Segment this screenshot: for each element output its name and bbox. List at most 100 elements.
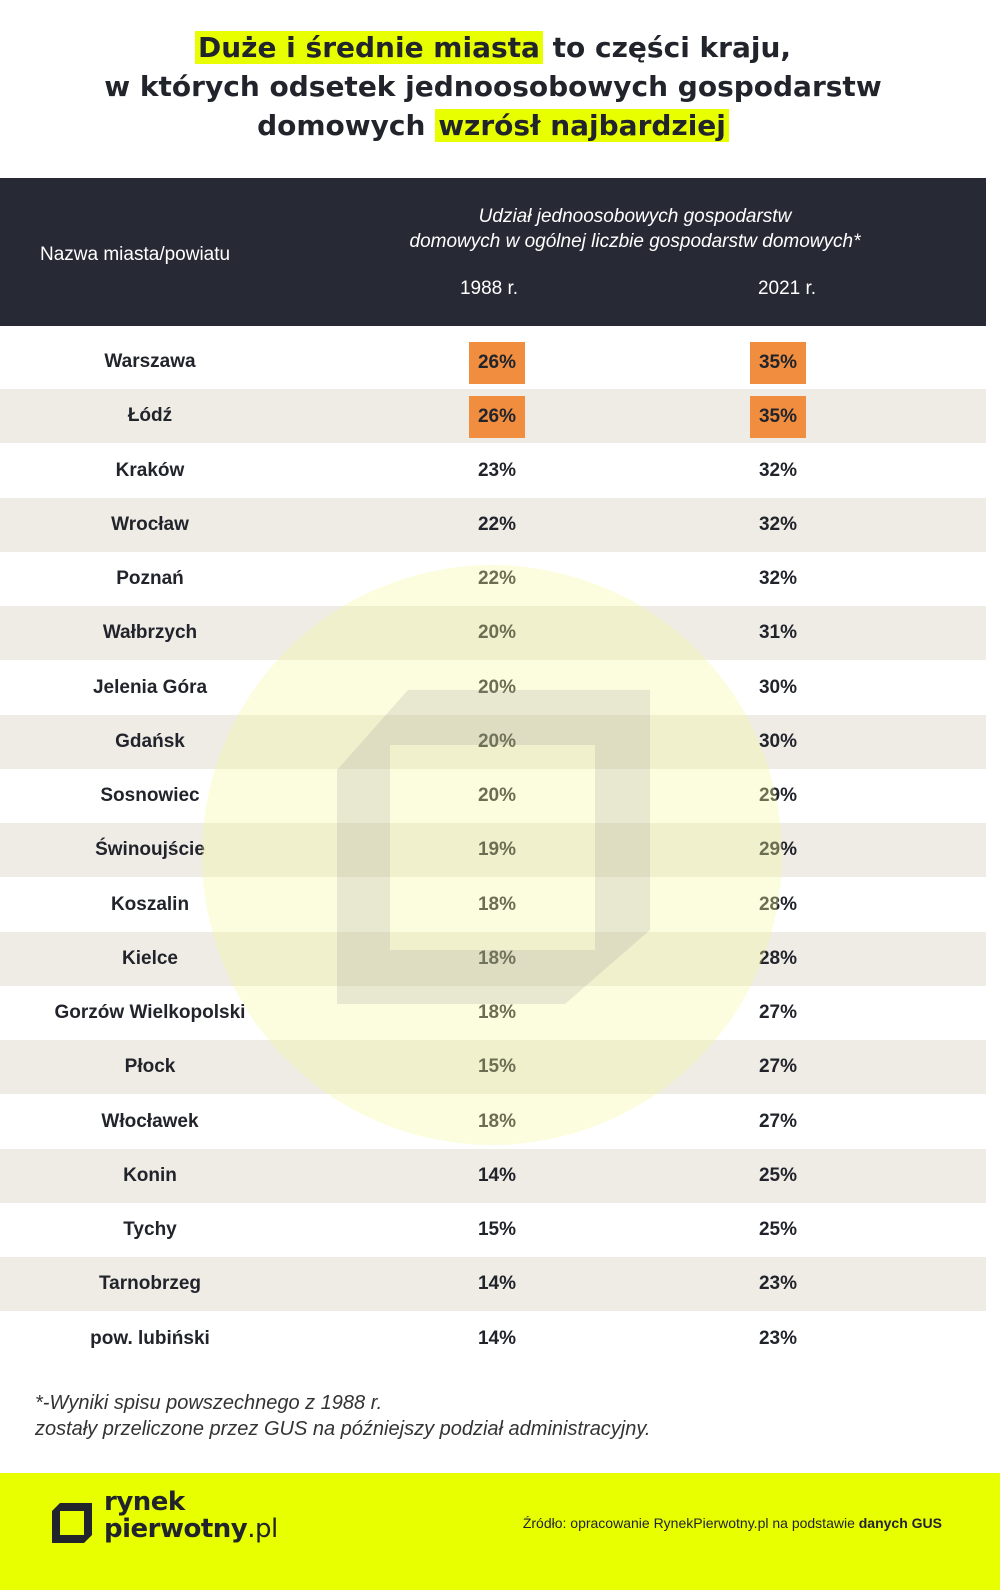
value-cell: 19% [477,839,517,861]
value-cell: 29% [758,839,798,861]
city-cell: Jelenia Góra [92,676,208,698]
title: Duże i średnie miasta to części kraju, w … [0,28,986,145]
city-cell: Tychy [123,1219,177,1240]
table-row: Świnoujście 19% 29% [0,823,986,878]
source-text: Źródło: opracowanie RynekPierwotny.pl na… [522,1515,859,1531]
table-row: Konin 14% 25% [0,1148,986,1203]
table-row: Włocławek 18% 27% [0,1095,986,1149]
table-row: Kielce 18% 28% [0,931,986,986]
footer: rynek pierwotny.pl Źródło: opracowanie R… [0,1473,1000,1590]
value-cell: 30% [758,676,798,698]
city-cell: Wrocław [111,513,189,535]
value-cell: 32% [758,513,798,535]
value-cell: 20% [477,622,517,644]
value-cell: 23% [758,1273,798,1295]
table-row: Wałbrzych 20% 31% [0,606,986,661]
city-cell: Łódź [127,405,173,427]
title-text: to części kraju, [542,31,792,64]
highlighted-cell: 35% [750,342,806,384]
column-share-line: domowych w ogólnej liczbie gospodarstw d… [409,231,861,252]
value-cell: 27% [758,1056,798,1078]
column-share-line: Udział jednoosobowych gospodarstw [478,206,792,227]
year-label: 1988 r. [459,278,519,299]
value-cell: 30% [758,730,798,752]
highlighted-cell: 26% [469,342,525,384]
table-row: Tychy 15% 25% [0,1203,986,1257]
value-cell: 31% [758,622,798,644]
city-cell: Koszalin [110,893,190,915]
logo-line: pierwotny.pl [104,1516,278,1543]
footnote-line: zostały przeliczone przez GUS na później… [35,1418,651,1440]
value-cell: 22% [477,568,517,589]
value-cell: 18% [477,893,517,915]
value-cell: 20% [477,730,517,752]
table-header: Nazwa miasta/powiatu Udział jednoosobowy… [0,178,986,326]
highlighted-cell: 26% [469,396,525,439]
title-line: w których odsetek jednoosobowych gospoda… [0,67,986,106]
value-cell: 14% [477,1164,517,1186]
title-text: w których odsetek jednoosobowych gospoda… [104,70,882,103]
table-row: Koszalin 18% 28% [0,878,986,932]
source-bold: danych GUS [858,1515,942,1531]
table-row: Gorzów Wielkopolski 18% 27% [0,986,986,1040]
table-row: Wrocław 22% 32% [0,497,986,552]
logo-word: pierwotny [104,1514,248,1544]
logo-icon [52,1503,92,1543]
value-cell: 29% [758,785,798,806]
value-cell: 18% [477,1110,517,1132]
value-cell: 22% [477,513,517,535]
table-row: Poznań 22% 32% [0,552,986,606]
logo-text: rynek pierwotny.pl [104,1489,278,1543]
table-row: pow. lubiński 14% 23% [0,1312,986,1366]
city-cell: Świnoujście [95,839,205,861]
table-row: Jelenia Góra 20% 30% [0,661,986,715]
footnote-line: *-Wyniki spisu powszechnego z 1988 r. [35,1392,383,1414]
value-cell: 32% [758,459,798,481]
value-cell: 20% [477,785,517,806]
city-cell: pow. lubiński [90,1327,210,1349]
table-row: Płock 15% 27% [0,1040,986,1095]
value-cell: 27% [758,1110,798,1132]
value-cell: 14% [477,1273,517,1295]
title-highlight: wzrósł najbardziej [435,109,729,142]
value-cell: 23% [758,1327,798,1349]
highlighted-cell: 35% [750,396,806,439]
city-cell: Sosnowiec [100,785,200,806]
value-cell: 14% [477,1327,517,1349]
value-cell: 28% [758,893,798,915]
footnote: *-Wyniki spisu powszechnego z 1988 r. zo… [35,1390,650,1442]
value-cell: 15% [477,1219,517,1240]
logo-line: rynek [104,1487,185,1517]
value-cell: 23% [477,459,517,481]
city-cell: Włocławek [101,1110,199,1132]
city-cell: Wałbrzych [102,622,198,644]
value-cell: 28% [758,947,798,969]
year-label: 2021 r. [757,278,817,299]
city-cell: Konin [123,1164,177,1186]
city-cell: Warszawa [104,351,196,372]
value-cell: 18% [477,1002,517,1023]
city-cell: Płock [124,1056,176,1078]
value-cell: 25% [758,1164,798,1186]
value-cell: 25% [758,1219,798,1240]
table-row: Łódź 26% 35% [0,389,986,444]
city-cell: Tarnobrzeg [98,1273,202,1295]
title-highlight: Duże i średnie miasta [194,31,543,64]
title-line: domowych wzrósł najbardziej [0,106,986,145]
column-share: Udział jednoosobowych gospodarstw domowy… [335,204,935,254]
city-cell: Gdańsk [115,730,185,752]
table-row: Gdańsk 20% 30% [0,714,986,769]
value-cell: 20% [477,676,517,698]
logo-domain: .pl [247,1514,278,1544]
table-row: Kraków 23% 32% [0,444,986,498]
table-row: Tarnobrzeg 14% 23% [0,1257,986,1312]
city-cell: Kraków [115,459,185,481]
city-cell: Gorzów Wielkopolski [54,1002,246,1023]
title-text: domowych [257,109,436,142]
value-cell: 27% [758,1002,798,1023]
table-row: Warszawa 26% 35% [0,335,986,389]
city-cell: Poznań [116,568,184,589]
column-name: Nazwa miasta/powiatu [40,244,231,265]
value-cell: 18% [477,947,517,969]
